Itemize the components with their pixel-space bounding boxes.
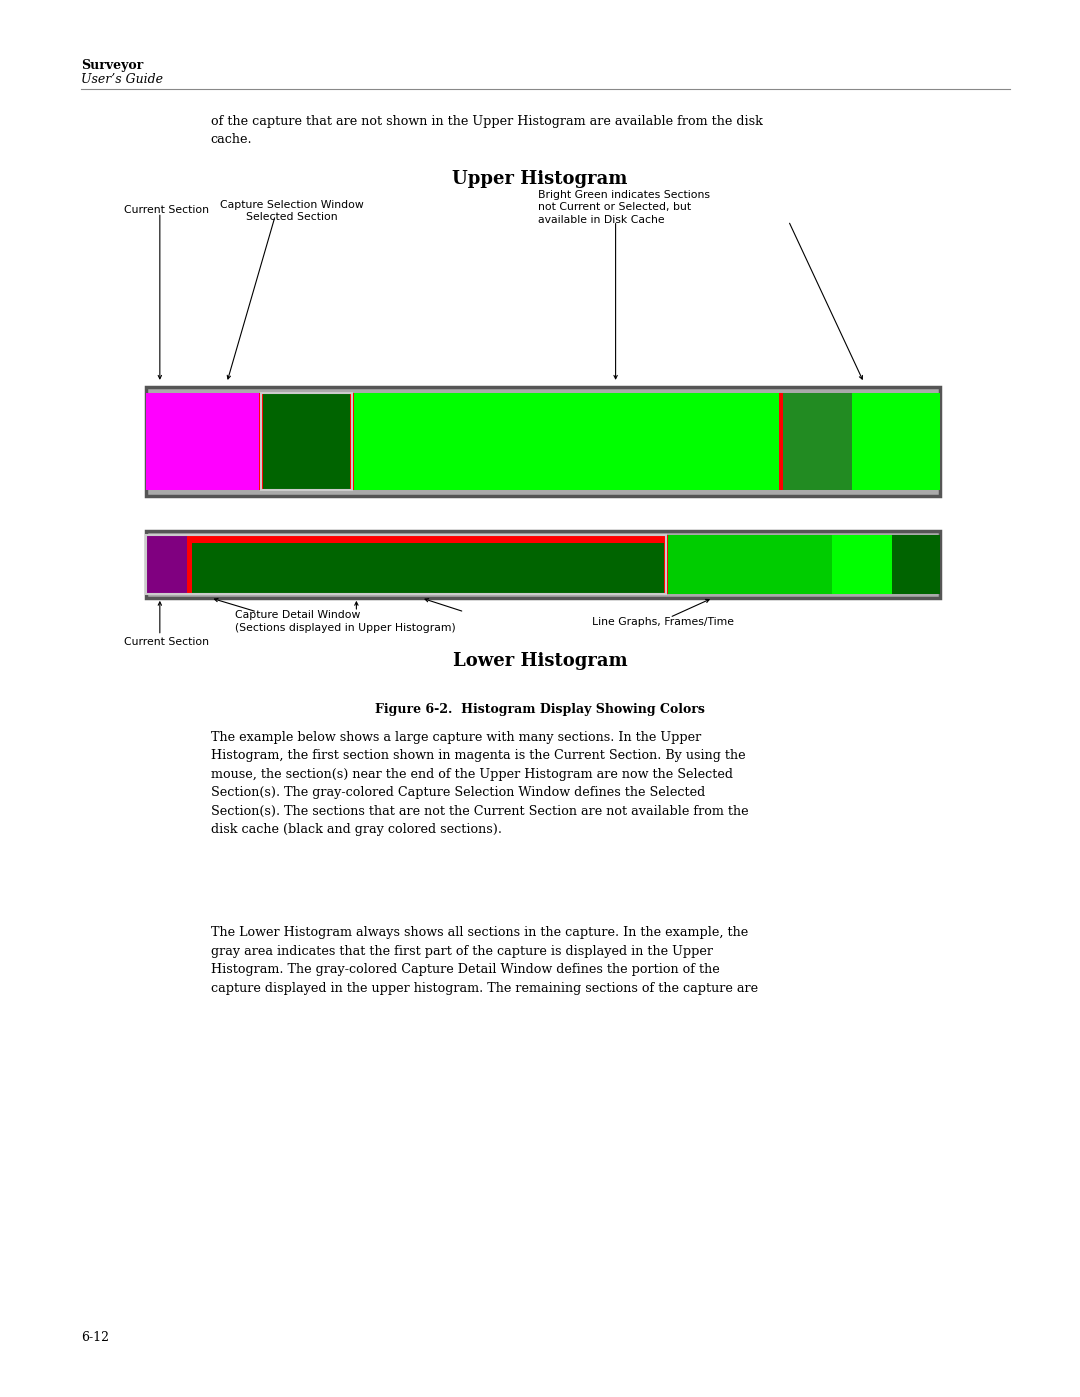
Bar (665, 535, 833, 594)
Text: Capture Detail Window
(Sections displayed in Upper Histogram): Capture Detail Window (Sections displaye… (235, 610, 456, 633)
Bar (261, 393, 352, 490)
Bar (146, 531, 940, 598)
Bar (892, 535, 940, 594)
Text: Line Graphs, Frames/Time: Line Graphs, Frames/Time (592, 617, 733, 627)
Bar (146, 535, 665, 594)
Bar (350, 393, 354, 490)
Text: Capture Selection Window
Selected Section: Capture Selection Window Selected Sectio… (219, 200, 364, 222)
Text: Upper Histogram: Upper Histogram (453, 170, 627, 189)
Text: Bright Green indicates Sections
not Current or Selected, but
available in Disk C: Bright Green indicates Sections not Curr… (538, 190, 710, 225)
Bar (146, 535, 189, 594)
Text: Surveyor: Surveyor (81, 59, 144, 71)
Bar (663, 535, 667, 594)
Bar (259, 393, 264, 490)
Bar (146, 393, 261, 490)
Text: Current Section: Current Section (124, 205, 210, 215)
Text: Current Section: Current Section (124, 637, 210, 647)
Bar (852, 393, 940, 490)
Text: The Lower Histogram always shows all sections in the capture. In the example, th: The Lower Histogram always shows all sec… (211, 926, 758, 995)
Bar (189, 535, 665, 594)
Bar (352, 393, 781, 490)
Text: 6-12: 6-12 (81, 1331, 109, 1344)
Text: The example below shows a large capture with many sections. In the Upper
Histogr: The example below shows a large capture … (211, 731, 748, 837)
Bar (146, 387, 940, 496)
Bar (833, 535, 892, 594)
Text: Figure 6-2.  Histogram Display Showing Colors: Figure 6-2. Histogram Display Showing Co… (375, 703, 705, 715)
Bar (187, 535, 191, 594)
Bar (261, 393, 352, 490)
Bar (189, 535, 665, 543)
Text: of the capture that are not shown in the Upper Histogram are available from the : of the capture that are not shown in the… (211, 115, 762, 145)
Bar (779, 393, 783, 490)
Text: Lower Histogram: Lower Histogram (453, 652, 627, 671)
Text: User’s Guide: User’s Guide (81, 73, 163, 85)
Bar (781, 393, 852, 490)
